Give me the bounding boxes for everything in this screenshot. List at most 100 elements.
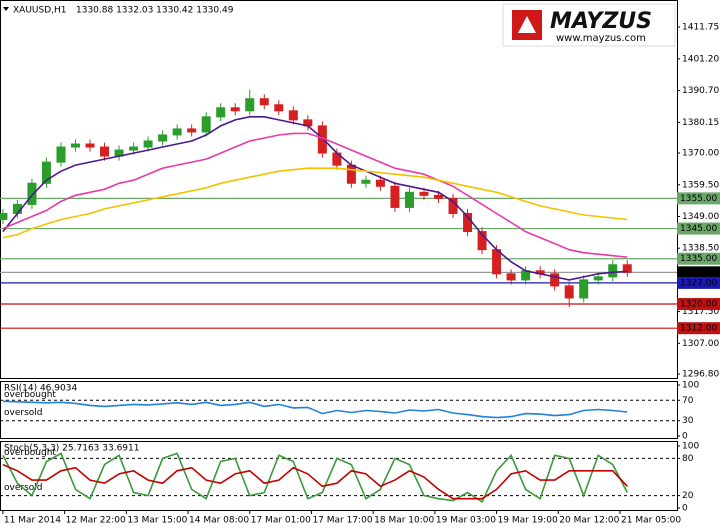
y-tick-label: 1307.00 (682, 339, 719, 349)
candle-body (579, 279, 589, 299)
indicator-title: Stoch(5,3,3) 25.7163 33.6911 (4, 444, 139, 454)
candle-body (56, 146, 66, 163)
level-label: 1320.00 (680, 300, 717, 310)
candle-body (492, 249, 502, 275)
x-tick-label: 11 Mar 2014 (4, 516, 61, 526)
y-tick-label: 70 (682, 396, 694, 406)
candle-body (404, 191, 414, 208)
indicator-line (2, 400, 628, 419)
y-tick-label: 20 (682, 491, 694, 501)
y-tick-label: 100 (682, 441, 699, 451)
candle-body (288, 110, 298, 121)
menu-arrow (3, 7, 9, 11)
quote: 1330.88 1332.03 1330.42 1330.49 (76, 6, 234, 16)
logo-glyph (518, 16, 536, 33)
candle-body (622, 264, 632, 273)
panel-frame (0, 381, 678, 439)
y-tick-label: 100 (682, 380, 699, 390)
symbol: XAUUSD,H1 (13, 6, 67, 16)
x-tick-label: 18 Mar 10:00 (374, 516, 434, 526)
level-label-box (677, 298, 720, 311)
candle-body (564, 285, 574, 299)
level-label-box (677, 252, 720, 265)
candle-body (201, 116, 211, 133)
candle-body (550, 273, 560, 287)
level-label-box (677, 266, 720, 279)
level-label-box (677, 276, 720, 289)
level-label: 1335.00 (680, 254, 717, 264)
y-tick-label: 1338.50 (682, 244, 719, 254)
candle-body (477, 231, 487, 251)
candle-body (85, 143, 95, 148)
candle-body (143, 140, 153, 148)
indicator-line (2, 116, 628, 281)
y-tick-label: 1359.50 (682, 180, 719, 190)
logo-name: MAYZUS (550, 9, 652, 34)
logo: MAYZUS www.mayzus.com (502, 3, 676, 47)
level-label: 1327.00 (680, 278, 717, 288)
indicator-line (2, 167, 628, 239)
level-label-box (677, 322, 720, 335)
panel-frame (0, 0, 678, 379)
candle-body (346, 164, 356, 184)
panel-frame (0, 441, 678, 511)
candle-body (608, 264, 618, 278)
candle-body (434, 194, 444, 199)
y-tick-label: 1317.50 (682, 307, 719, 317)
candle-body (259, 98, 269, 106)
x-tick-label: 19 Mar 03:00 (436, 516, 496, 526)
y-tick-label: 1411.75 (682, 23, 719, 33)
x-tick-label: 21 Mar 05:00 (621, 516, 681, 526)
candle-body (187, 128, 197, 133)
x-tick-label: 13 Mar 15:00 (127, 516, 187, 526)
indicator-title: RSI(14) 46.9034 (4, 384, 77, 394)
annotation: overbought (4, 390, 56, 400)
candle-body (375, 179, 385, 187)
x-tick-label: 20 Mar 12:00 (559, 516, 619, 526)
y-tick-label: 1401.20 (682, 54, 719, 64)
candle-body (216, 107, 226, 118)
y-tick-label: 1390.70 (682, 86, 719, 96)
candle-body (0, 212, 8, 220)
annotation: overbought (4, 448, 56, 458)
y-tick-label: 0 (682, 432, 688, 442)
candle-body (100, 146, 110, 157)
x-tick-label: 17 Mar 01:00 (251, 516, 311, 526)
candle-body (506, 273, 516, 281)
candle-body (172, 128, 182, 136)
candle-body (158, 134, 168, 142)
candle-body (129, 146, 139, 151)
candle-body (245, 98, 255, 112)
candle-body (361, 179, 371, 184)
level-label: 1330.49 (680, 268, 717, 278)
x-tick-label: 19 Mar 19:00 (498, 516, 558, 526)
indicator-line (2, 452, 629, 503)
candle-body (593, 276, 603, 281)
y-tick-label: 1349.00 (682, 212, 719, 222)
x-tick-label: 17 Mar 17:00 (312, 516, 372, 526)
candle-body (419, 191, 429, 196)
indicator-line (2, 463, 628, 500)
level-label-box (677, 192, 720, 205)
indicator-line (2, 132, 628, 258)
level-label: 1355.00 (680, 194, 717, 204)
x-tick-label: 12 Mar 22:00 (66, 516, 126, 526)
logo-url: www.mayzus.com (556, 33, 646, 44)
level-label: 1312.00 (680, 324, 717, 334)
candle-body (71, 143, 81, 148)
level-label-box (677, 222, 720, 235)
annotation: oversold (4, 408, 42, 418)
y-tick-label: 1380.15 (682, 118, 719, 128)
candle-body (390, 185, 400, 208)
y-tick-label: 1370.00 (682, 149, 719, 159)
candle-body (41, 161, 51, 184)
x-tick-label: 14 Mar 08:00 (189, 516, 249, 526)
candle-body (230, 107, 240, 112)
y-tick-label: 30 (682, 416, 694, 426)
candle-body (27, 182, 37, 205)
y-tick-label: 0 (682, 504, 688, 514)
candle-body (274, 104, 284, 112)
level-label: 1345.00 (680, 224, 717, 234)
